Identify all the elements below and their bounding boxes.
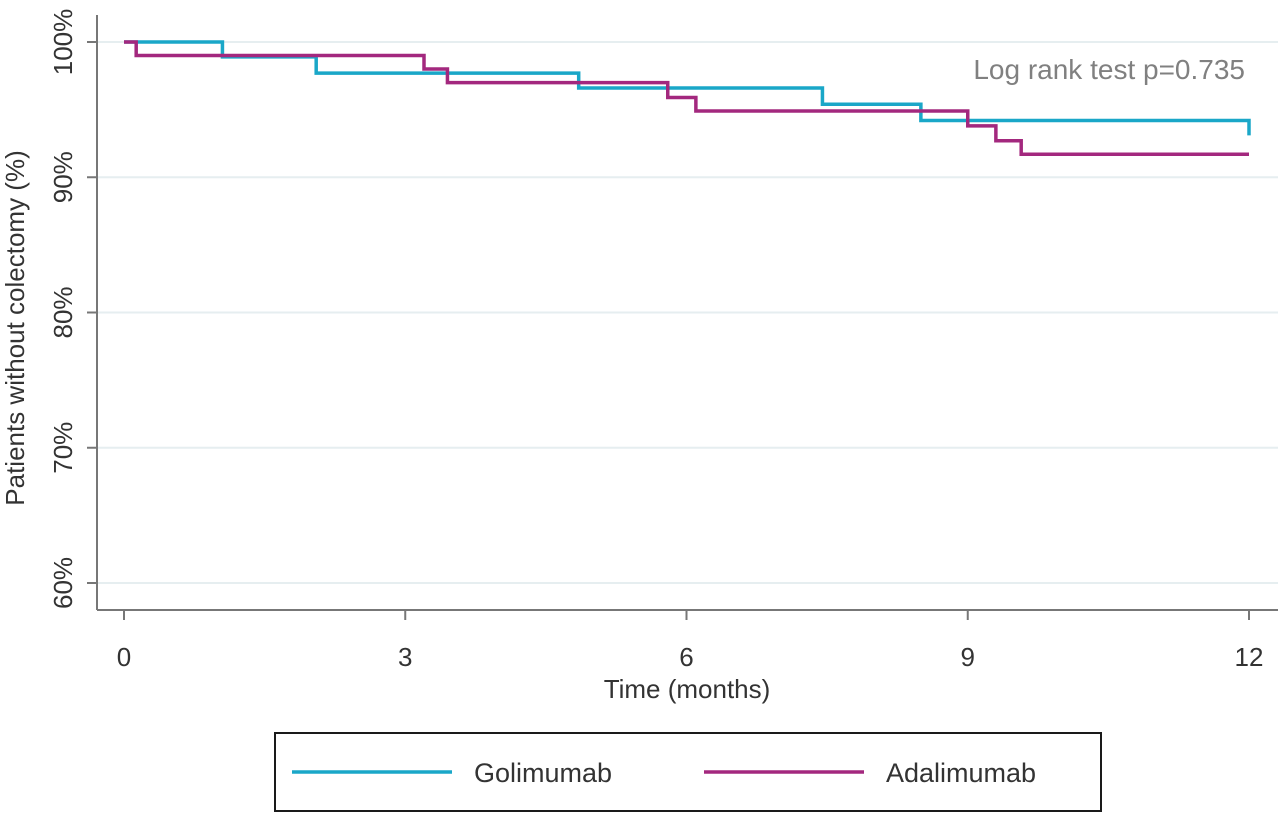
x-tick-label-0: 0 <box>117 642 131 672</box>
y-tick-label-60: 60% <box>48 557 78 609</box>
legend: Golimumab Adalimumab <box>274 732 1102 812</box>
log-rank-annotation: Log rank test p=0.735 <box>973 54 1245 85</box>
grid <box>97 41 1278 584</box>
series-group <box>124 40 1251 157</box>
series-line-adalimumab <box>124 40 1249 157</box>
legend-label-adalimumab: Adalimumab <box>886 758 1036 788</box>
y-tick-label-70: 70% <box>48 422 78 474</box>
y-axis-title: Patients without colectomy (%) <box>0 150 30 505</box>
x-tick-label-6: 6 <box>679 642 693 672</box>
x-tick-label-9: 9 <box>961 642 975 672</box>
y-tick-label-80: 80% <box>48 286 78 338</box>
x-tick-label-12: 12 <box>1235 642 1264 672</box>
y-tick-label-90: 90% <box>48 151 78 203</box>
ticks: 60% 70% 80% 90% 100% 0 3 6 9 12 <box>48 9 1263 672</box>
x-tick-label-3: 3 <box>398 642 412 672</box>
legend-label-golimumab: Golimumab <box>474 758 612 788</box>
y-tick-label-100: 100% <box>48 9 78 76</box>
x-axis-title: Time (months) <box>604 674 771 704</box>
